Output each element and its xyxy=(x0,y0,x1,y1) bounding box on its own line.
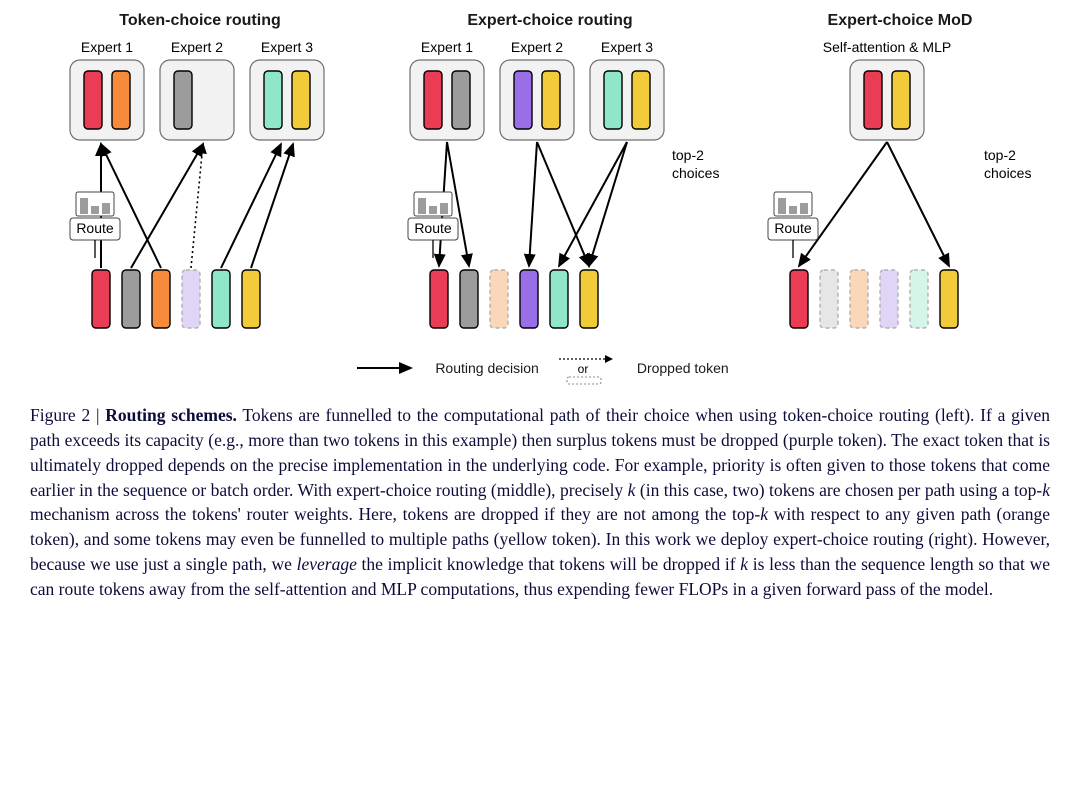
legend: Routing decision or Dropped token xyxy=(30,351,1050,385)
caption-leverage: leverage xyxy=(297,554,357,574)
svg-text:Expert 2: Expert 2 xyxy=(171,39,223,55)
panel-expert-choice: Expert-choice routing Expert 1Expert 2Ex… xyxy=(370,12,730,345)
svg-text:Expert 2: Expert 2 xyxy=(511,39,563,55)
svg-text:Expert 1: Expert 1 xyxy=(81,39,133,55)
svg-text:Expert 3: Expert 3 xyxy=(261,39,313,55)
svg-text:top-2: top-2 xyxy=(984,147,1016,163)
figure-caption: Figure 2 | Routing schemes. Tokens are f… xyxy=(30,403,1050,602)
svg-token-choice: Expert 1 Expert 2 Expert 3 Route xyxy=(30,30,370,340)
panel-mod: Expert-choice MoD Self-attention & MLP Ro… xyxy=(730,12,1070,345)
svg-text:choices: choices xyxy=(984,165,1031,181)
caption-k1: k xyxy=(1042,480,1050,500)
svg-text:Route: Route xyxy=(76,220,114,236)
svg-text:Self-attention & MLP: Self-attention & MLP xyxy=(823,39,951,55)
legend-dropped-token: Dropped token xyxy=(637,360,729,376)
panel-title-left: Token-choice routing xyxy=(30,12,370,30)
svg-mod: Self-attention & MLP Route top-2 choices xyxy=(730,30,1070,340)
caption-bold: Routing schemes. xyxy=(105,405,237,425)
caption-p2: mechanism across the tokens' router weig… xyxy=(30,504,760,524)
caption-k3: k xyxy=(740,554,748,574)
svg-text:Expert 1: Expert 1 xyxy=(421,39,473,55)
svg-text:Expert 3: Expert 3 xyxy=(601,39,653,55)
svg-text:choices: choices xyxy=(672,165,719,181)
svg-text:Route: Route xyxy=(774,220,812,236)
panel-title-mid: Expert-choice routing xyxy=(370,12,730,30)
svg-expert-choice: Expert 1 Expert 2 Expert 3 Route top-2 choice… xyxy=(370,30,730,340)
svg-text:Route: Route xyxy=(414,220,452,236)
legend-or: or xyxy=(577,362,588,376)
legend-dropped-icon: or xyxy=(553,351,623,385)
legend-arrow-icon xyxy=(351,357,421,379)
legend-routing-decision: Routing decision xyxy=(435,360,539,376)
panel-token-choice: Token-choice routing Expert 1Expert 2Exp… xyxy=(30,12,370,345)
caption-p4: the implicit knowledge that tokens will … xyxy=(357,554,740,574)
caption-p1: (in this case, two) tokens are chosen pe… xyxy=(635,480,1042,500)
caption-k2: k xyxy=(760,504,768,524)
svg-text:top-2: top-2 xyxy=(672,147,704,163)
panel-title-right: Expert-choice MoD xyxy=(730,12,1070,30)
caption-prefix: Figure 2 | xyxy=(30,405,105,425)
routing-panels: Token-choice routing Expert 1Expert 2Exp… xyxy=(30,12,1050,345)
